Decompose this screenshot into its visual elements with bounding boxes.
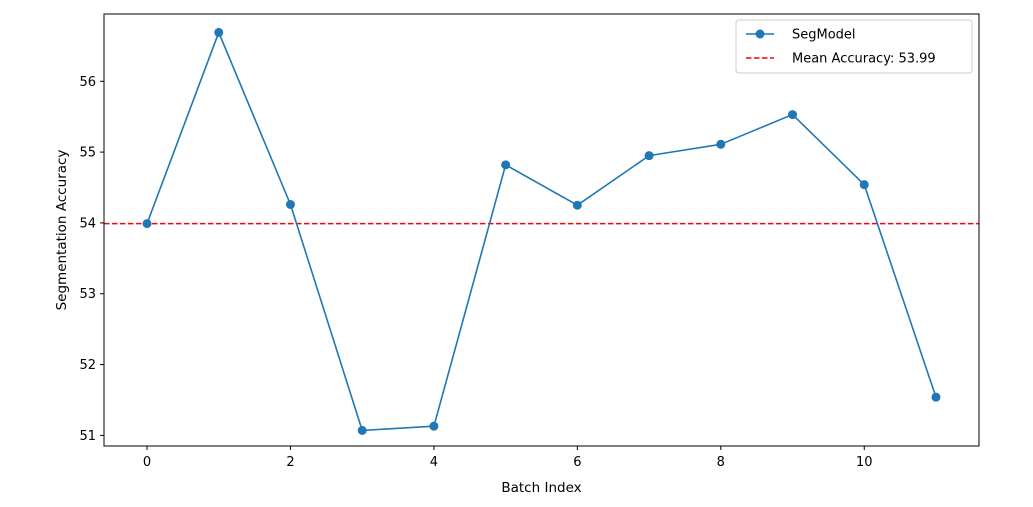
x-tick-label: 4	[430, 455, 438, 470]
data-point	[501, 160, 511, 170]
data-point	[429, 421, 439, 431]
y-tick-label: 55	[79, 146, 96, 161]
data-point	[859, 180, 869, 190]
data-point	[572, 200, 582, 210]
legend-box	[735, 19, 973, 74]
y-axis-label: Segmentation Accuracy	[54, 150, 70, 311]
data-point	[788, 110, 798, 120]
x-axis-label: Batch Index	[501, 480, 581, 496]
y-tick-label: 51	[79, 429, 96, 444]
legend-label-segmodel: SegModel	[792, 28, 856, 43]
data-point	[931, 392, 941, 402]
axes-frame	[103, 13, 980, 447]
series-line-segmodel	[146, 31, 937, 432]
y-axis-ticks: 51 52 53 54 55 56	[79, 75, 104, 444]
data-point	[716, 139, 726, 149]
x-axis-ticks: 0 2 4 6 8 10	[143, 446, 873, 470]
y-tick-label: 52	[79, 358, 96, 373]
x-tick-label: 2	[286, 455, 294, 470]
legend-label-mean: Mean Accuracy: 53.99	[792, 52, 936, 67]
y-tick-label: 56	[79, 75, 96, 90]
x-tick-label: 8	[717, 455, 725, 470]
data-point	[644, 151, 654, 161]
x-tick-label: 6	[573, 455, 581, 470]
legend-marker-segmodel	[755, 29, 765, 39]
y-tick-label: 53	[79, 287, 96, 302]
data-point	[214, 27, 224, 37]
y-tick-label: 54	[79, 216, 96, 231]
legend: SegModel Mean Accuracy: 53.99	[735, 19, 973, 74]
data-point	[285, 200, 295, 210]
data-point	[357, 425, 367, 435]
x-tick-label: 0	[143, 455, 151, 470]
plot-area	[104, 27, 979, 435]
data-point	[142, 219, 152, 229]
x-tick-label: 10	[856, 455, 873, 470]
